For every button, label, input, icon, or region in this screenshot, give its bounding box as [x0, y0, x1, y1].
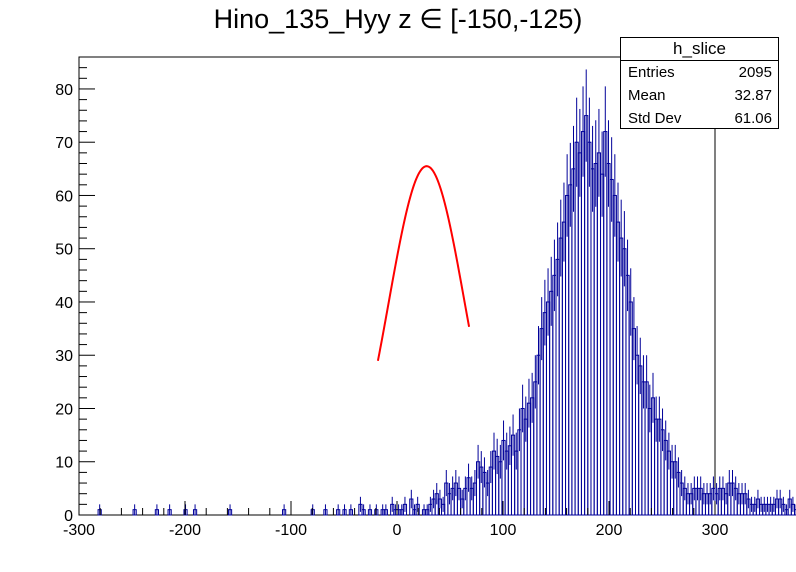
y-tick-label: 0	[64, 508, 73, 525]
x-tick-label: 200	[596, 522, 623, 539]
y-tick-label: 40	[55, 295, 73, 312]
y-tick-label: 20	[55, 401, 73, 418]
x-tick-label: -100	[275, 522, 307, 539]
y-tick-label: 10	[55, 455, 73, 472]
x-tick-label: 100	[490, 522, 517, 539]
stats-box: h_slice Entries 2095 Mean 32.87 Std Dev …	[620, 37, 779, 129]
y-tick-label: 60	[55, 188, 73, 205]
stats-label: Std Dev	[628, 110, 682, 127]
stats-value: 61.06	[734, 110, 772, 127]
gaussian-fit-curve	[376, 165, 471, 361]
y-tick-label: 80	[55, 82, 73, 99]
x-tick-label: -300	[63, 522, 95, 539]
stats-box-name: h_slice	[621, 38, 778, 61]
stats-row-entries: Entries 2095	[621, 61, 778, 84]
chart-title: Hino_135_Hyy z ∈ [-150,-125)	[213, 4, 583, 34]
stats-label: Entries	[628, 64, 675, 81]
histogram-bin	[794, 509, 796, 516]
x-tick-label: 300	[702, 522, 729, 539]
stats-label: Mean	[628, 87, 666, 104]
x-tick-label: -200	[169, 522, 201, 539]
stats-value: 2095	[738, 64, 772, 81]
stats-row-stddev: Std Dev 61.06	[621, 107, 778, 130]
x-tick-label: 0	[393, 522, 402, 539]
y-tick-label: 30	[55, 348, 73, 365]
stats-value: 32.87	[734, 87, 772, 104]
stats-row-mean: Mean 32.87	[621, 84, 778, 107]
y-tick-label: 70	[55, 135, 73, 152]
y-tick-label: 50	[55, 242, 73, 259]
